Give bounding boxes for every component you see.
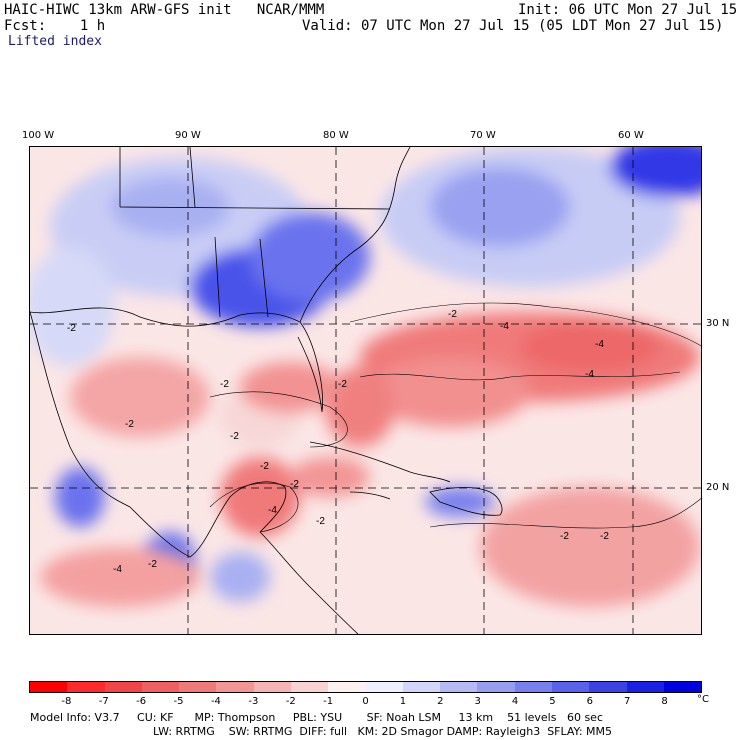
- colorbar-tick-label: 8: [661, 696, 668, 707]
- contour-label: -2: [560, 531, 569, 542]
- colorbar-swatch: [477, 682, 515, 692]
- colorbar-tick-label: 6: [586, 696, 594, 707]
- colorbar-swatch: [514, 682, 552, 692]
- colorbar-tick-label: -8: [61, 696, 72, 707]
- model-info-line2: LW: RRTMG SW: RRTMG DIFF: full KM: 2D Sm…: [153, 725, 613, 738]
- valid-time: Valid: 07 UTC Mon 27 Jul 15 (05 LDT Mon …: [302, 18, 724, 34]
- coastlines: [30, 147, 503, 634]
- contour-label: -2: [148, 559, 157, 570]
- unstable-regions: [40, 312, 700, 607]
- colorbar: [29, 681, 702, 693]
- lat-label-20n: 20 N: [706, 482, 730, 493]
- contour-label: -2: [230, 431, 239, 442]
- colorbar-tick-label: 7: [624, 696, 631, 707]
- colorbar-swatch: [141, 682, 180, 692]
- colorbar-swatch: [179, 682, 217, 692]
- lon-label-60w: 60 W: [618, 130, 644, 141]
- colorbar-swatch: [626, 682, 664, 692]
- contour-label: -4: [585, 369, 594, 380]
- lon-label-100w: 100 W: [22, 130, 55, 141]
- colorbar-swatch: [30, 682, 68, 692]
- colorbar-tick-label: -5: [173, 696, 184, 707]
- colorbar-tick-label: -3: [248, 696, 259, 707]
- contour-label: -4: [268, 505, 277, 516]
- contour-label: -2: [448, 309, 457, 320]
- lon-label-70w: 70 W: [470, 130, 496, 141]
- colorbar-tick-label: -7: [98, 696, 109, 707]
- contours: [209, 302, 701, 533]
- colorbar-swatch: [440, 682, 478, 692]
- colorbar-swatch: [663, 682, 702, 692]
- colorbar-tick-label: 5: [549, 696, 556, 707]
- colorbar-tick-label: -1: [323, 696, 334, 707]
- contour-label: -4: [113, 564, 122, 575]
- contour-label: -2: [220, 379, 229, 390]
- colorbar-tick-label: -6: [136, 696, 147, 707]
- lon-label-90w: 90 W: [175, 130, 201, 141]
- model-title: HAIC-HIWC 13km ARW-GFS init NCAR/MMM: [4, 2, 325, 18]
- lifted-index-map: -2 -2 -2 -2 -4 -4 -4 -2 -2 -2 -2 -4 -2 -…: [29, 146, 702, 635]
- colorbar-tick-label: 4: [511, 696, 519, 707]
- colorbar-tick-label: -2: [285, 696, 296, 707]
- contour-label: -2: [125, 419, 134, 430]
- colorbar-swatch: [67, 682, 105, 692]
- contour-label: -2: [316, 516, 325, 527]
- contour-label: -2: [600, 531, 609, 542]
- colorbar-swatch: [253, 682, 291, 692]
- field-name: Lifted index: [8, 34, 102, 49]
- colorbar-swatch: [551, 682, 590, 692]
- colorbar-swatch: [328, 682, 366, 692]
- colorbar-tick-label: 0: [362, 696, 369, 707]
- contour-label: -4: [595, 339, 604, 350]
- colorbar-tick-label: 3: [474, 696, 481, 707]
- colorbar-swatch: [589, 682, 627, 692]
- colorbar-swatch: [290, 682, 329, 692]
- colorbar-tick-label: 2: [437, 696, 444, 707]
- contour-label: -4: [500, 321, 509, 332]
- map-canvas: -2 -2 -2 -2 -4 -4 -4 -2 -2 -2 -2 -4 -2 -…: [30, 147, 701, 634]
- colorbar-tick-label: -4: [210, 696, 221, 707]
- stable-regions: [30, 147, 701, 602]
- graticule: [30, 147, 701, 634]
- colorbar-swatch: [216, 682, 254, 692]
- colorbar-swatch: [402, 682, 441, 692]
- contour-label: -2: [290, 479, 299, 490]
- contour-label: -2: [67, 323, 76, 334]
- lat-label-30n: 30 N: [706, 318, 730, 329]
- forecast-hour: Fcst: 1 h: [4, 18, 106, 34]
- colorbar-swatch: [104, 682, 142, 692]
- colorbar-swatch: [365, 682, 403, 692]
- model-info-line1: Model Info: V3.7 CU: KF MP: Thompson PBL…: [30, 711, 603, 724]
- colorbar-tick-label: 1: [399, 696, 407, 707]
- lon-label-80w: 80 W: [323, 130, 349, 141]
- contour-label: -2: [260, 461, 269, 472]
- contour-label-group: -2 -2 -2 -2 -4 -4 -4 -2 -2 -2 -2 -4 -2 -…: [67, 309, 609, 575]
- contour-label: -2: [338, 379, 347, 390]
- init-time: Init: 06 UTC Mon 27 Jul 15: [518, 2, 738, 18]
- colorbar-unit: °C: [697, 694, 709, 705]
